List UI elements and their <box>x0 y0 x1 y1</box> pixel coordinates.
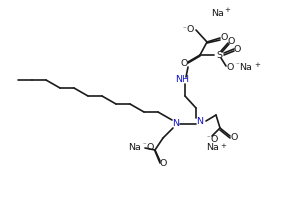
Text: Na: Na <box>212 8 224 18</box>
Text: +: + <box>220 143 226 149</box>
Text: O: O <box>146 143 154 153</box>
Text: O: O <box>186 25 194 35</box>
Text: S: S <box>216 50 222 60</box>
Text: ⁻: ⁻ <box>182 26 186 32</box>
Text: N: N <box>196 117 203 125</box>
Text: ⁻: ⁻ <box>206 135 210 141</box>
Text: O: O <box>220 34 228 42</box>
Text: O: O <box>227 37 235 45</box>
Text: Na: Na <box>240 62 252 72</box>
Text: Na: Na <box>128 142 142 152</box>
Text: +: + <box>224 7 230 13</box>
Text: ⁻: ⁻ <box>142 142 146 148</box>
Text: Na: Na <box>207 143 219 153</box>
Text: N: N <box>173 120 179 128</box>
Text: ⁻: ⁻ <box>235 62 239 68</box>
Text: O: O <box>233 45 241 55</box>
Text: O: O <box>226 62 234 72</box>
Text: O: O <box>210 135 218 143</box>
Text: O: O <box>180 59 188 67</box>
Text: +: + <box>254 62 260 68</box>
Text: O: O <box>159 160 167 168</box>
Text: O: O <box>230 134 238 142</box>
Text: NH: NH <box>175 76 189 84</box>
